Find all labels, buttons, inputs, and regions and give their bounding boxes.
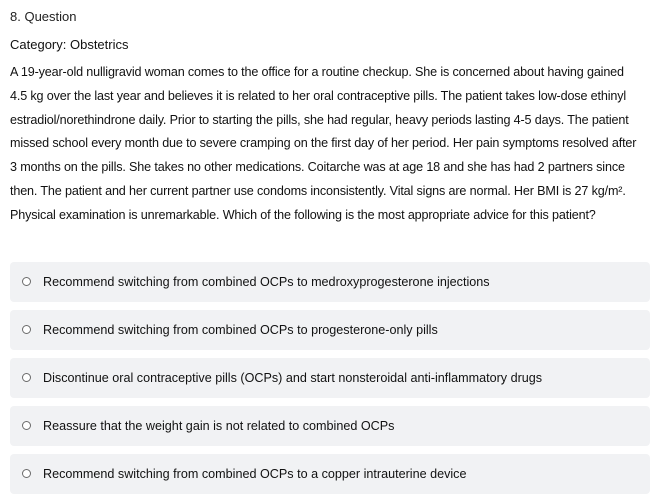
answer-option-e[interactable]: Recommend switching from combined OCPs t… xyxy=(10,454,650,494)
stem-line: A 19-year-old nulligravid woman comes to… xyxy=(10,65,624,79)
answer-option-label: Recommend switching from combined OCPs t… xyxy=(43,323,438,337)
answer-option-d[interactable]: Reassure that the weight gain is not rel… xyxy=(10,406,650,446)
answer-option-b[interactable]: Recommend switching from combined OCPs t… xyxy=(10,310,650,350)
answer-option-a[interactable]: Recommend switching from combined OCPs t… xyxy=(10,262,650,302)
question-number: 8. Question xyxy=(10,9,77,24)
stem-line: missed school every month due to severe … xyxy=(10,136,637,151)
stem-line: Physical examination is unremarkable. Wh… xyxy=(10,207,596,222)
stem-line: estradiol/norethindrone daily. Prior to … xyxy=(10,112,629,127)
question-category: Category: Obstetrics xyxy=(10,37,129,52)
answer-option-label: Recommend switching from combined OCPs t… xyxy=(43,275,490,289)
answer-option-c[interactable]: Discontinue oral contraceptive pills (OC… xyxy=(10,358,650,398)
stem-line: 3 months on the pills. She takes no othe… xyxy=(10,160,625,175)
radio-button-icon[interactable] xyxy=(22,469,31,478)
stem-line: then. The patient and her current partne… xyxy=(10,183,626,198)
radio-button-icon[interactable] xyxy=(22,277,31,286)
radio-button-icon[interactable] xyxy=(22,421,31,430)
answer-option-label: Reassure that the weight gain is not rel… xyxy=(43,419,395,433)
answer-option-label: Discontinue oral contraceptive pills (OC… xyxy=(43,371,543,385)
question-stem: A 19-year-old nulligravid woman comes to… xyxy=(10,61,654,228)
radio-button-icon[interactable] xyxy=(22,325,31,334)
answer-option-label: Recommend switching from combined OCPs t… xyxy=(43,467,467,481)
stem-line: 4.5 kg over the last year and believes i… xyxy=(10,88,626,103)
radio-button-icon[interactable] xyxy=(22,373,31,382)
